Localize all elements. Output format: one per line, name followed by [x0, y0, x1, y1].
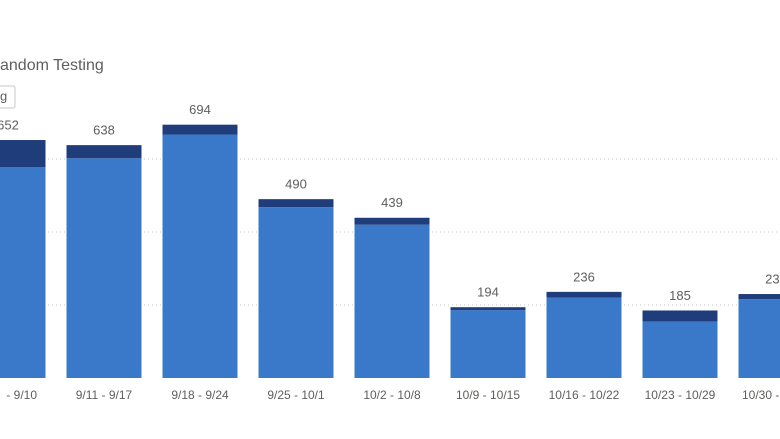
data-label: 230 [765, 271, 780, 286]
x-tick-label: 9/18 - 9/24 [171, 388, 229, 402]
bar-segment [0, 140, 46, 168]
legend-button[interactable] [0, 85, 16, 109]
bar-segment [642, 310, 718, 322]
data-label: 185 [669, 288, 691, 303]
data-label: 638 [93, 123, 115, 138]
bar-segment [258, 199, 334, 208]
bar-segment [738, 294, 780, 300]
x-tick-label: 9/11 - 9/17 [76, 388, 133, 402]
data-label: 439 [381, 195, 403, 210]
bar-segment [450, 307, 526, 311]
bar-segment [450, 310, 526, 378]
x-tick-label: 10/9 - 10/15 [456, 388, 520, 402]
data-label: 694 [189, 102, 211, 117]
x-tick-label: - 9/10 [6, 388, 37, 402]
x-tick-label: 10/16 - 10/22 [549, 388, 620, 402]
bar-segment [354, 217, 430, 225]
chart-title: andom Testing [0, 57, 104, 74]
data-label: 194 [477, 285, 499, 300]
bar-segment [258, 207, 334, 378]
legend-button-label[interactable]: g [0, 88, 7, 103]
bar-segment [162, 124, 238, 135]
x-tick-label: 9/25 - 10/1 [267, 388, 325, 402]
bar-segment [546, 297, 622, 378]
bar-segment [354, 224, 430, 378]
x-tick-label: 10/2 - 10/8 [363, 388, 421, 402]
bar-segment [642, 321, 718, 378]
x-tick-label: 10/30 - [742, 388, 779, 402]
data-label: 490 [285, 177, 307, 192]
bar-segment [162, 134, 238, 378]
bar-segment [66, 158, 142, 378]
data-label: 652 [0, 117, 19, 132]
bar-segment [66, 145, 142, 159]
x-tick-label: 10/23 - 10/29 [645, 388, 716, 402]
bar-segment [0, 167, 46, 378]
bar-segment [546, 291, 622, 298]
data-label: 236 [573, 269, 595, 284]
bar-segment [738, 299, 780, 378]
